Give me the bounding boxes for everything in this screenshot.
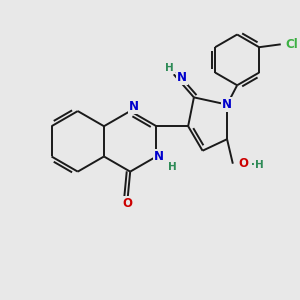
Text: N: N xyxy=(129,100,139,113)
Text: H: H xyxy=(165,63,174,73)
Text: O: O xyxy=(239,157,249,170)
Text: H: H xyxy=(168,162,177,172)
Text: N: N xyxy=(177,71,187,84)
Text: N: N xyxy=(154,150,164,163)
Text: Cl: Cl xyxy=(285,38,298,51)
Text: ·H: ·H xyxy=(251,160,264,170)
Text: N: N xyxy=(222,98,232,111)
Text: O: O xyxy=(122,197,132,210)
